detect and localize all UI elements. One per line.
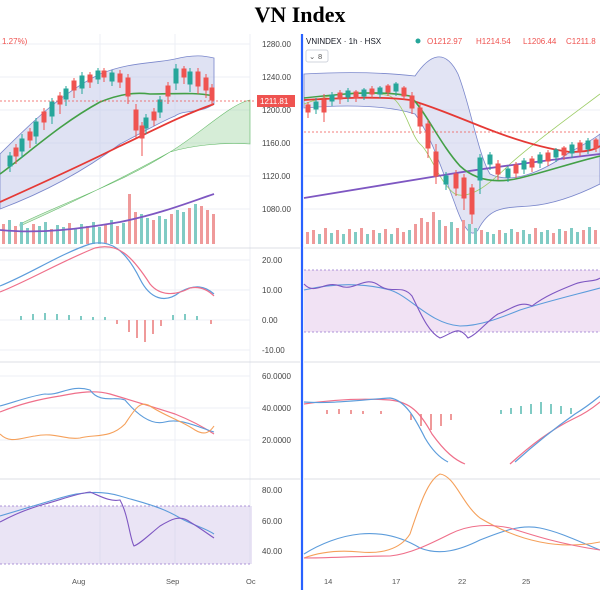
svg-text:40.0000: 40.0000 xyxy=(262,404,291,413)
svg-text:1160.00: 1160.00 xyxy=(262,139,291,148)
right-ohlc-open: O1212.97 xyxy=(427,37,463,46)
left-ma-purple xyxy=(0,193,215,233)
svg-text:1200.00: 1200.00 xyxy=(262,106,291,115)
left-indicator-macd[interactable]: 20.00 10.00 0.00 -10.00 xyxy=(0,242,285,355)
svg-text:80.00: 80.00 xyxy=(262,486,283,495)
left-volume-bars xyxy=(2,194,215,244)
svg-text:17: 17 xyxy=(392,577,400,586)
left-price-label: 1211.81 xyxy=(260,97,289,106)
left-macd-histogram xyxy=(20,313,212,342)
left-ma-green xyxy=(0,92,215,175)
svg-text:25: 25 xyxy=(522,577,530,586)
svg-text:22: 22 xyxy=(458,577,466,586)
live-dot-icon xyxy=(415,38,421,44)
right-main-pane[interactable]: VNINDEX · 1h · HSX O1212.97 H1214.54 L12… xyxy=(303,37,600,244)
right-ohlc-high: H1214.54 xyxy=(476,37,511,46)
svg-text:Oc: Oc xyxy=(246,577,256,586)
svg-text:Sep: Sep xyxy=(166,577,179,586)
svg-text:60.0000: 60.0000 xyxy=(262,372,291,381)
svg-text:60.00: 60.00 xyxy=(262,517,283,526)
right-symbol: VNINDEX · 1h · HSX xyxy=(306,37,382,46)
right-ohlc-close: C1211.8 xyxy=(566,37,596,46)
right-bollinger-band xyxy=(303,56,600,234)
svg-text:10.00: 10.00 xyxy=(262,286,283,295)
right-indicator-macd[interactable] xyxy=(303,395,600,465)
right-volume-bars xyxy=(306,212,597,244)
svg-text:1080.00: 1080.00 xyxy=(262,205,291,214)
left-change-pct: 1.27%) xyxy=(2,37,28,46)
svg-text:Aug: Aug xyxy=(72,577,85,586)
right-candles xyxy=(305,82,599,224)
chevron-down-icon: ⌄ xyxy=(309,52,315,61)
left-x-axis: Aug Sep Oc xyxy=(72,577,256,586)
svg-text:14: 14 xyxy=(324,577,332,586)
charts-canvas[interactable]: 1.27%) 1280.00 1240.00 1200.00 1160.00 1… xyxy=(0,34,600,600)
indicators-toggle-button[interactable]: ⌄ 8 xyxy=(305,49,329,63)
right-ohlc-low: L1206.44 xyxy=(523,37,557,46)
left-main-pane[interactable]: 1.27%) 1280.00 1240.00 1200.00 1160.00 1… xyxy=(0,34,295,564)
left-y-axis: 1280.00 1240.00 1200.00 1160.00 1120.00 … xyxy=(262,40,291,214)
right-indicator-3[interactable] xyxy=(303,473,600,559)
left-indicator-2[interactable]: 60.0000 40.0000 20.0000 xyxy=(0,372,291,445)
svg-text:0.00: 0.00 xyxy=(262,316,278,325)
right-x-axis: 14 17 22 25 xyxy=(324,577,530,586)
left-indicator-rsi[interactable]: 80.00 60.00 40.00 xyxy=(0,486,283,565)
left-candles xyxy=(7,64,215,172)
right-indicator-rsi[interactable] xyxy=(303,269,600,339)
svg-text:40.00: 40.00 xyxy=(262,547,283,556)
right-macd-histogram xyxy=(326,402,572,430)
chart-title: VN Index xyxy=(254,2,346,27)
left-price-badge xyxy=(257,95,295,107)
svg-text:20.00: 20.00 xyxy=(262,256,283,265)
left-cloud xyxy=(19,99,251,227)
svg-text:1240.00: 1240.00 xyxy=(262,73,291,82)
svg-text:-10.00: -10.00 xyxy=(262,346,285,355)
svg-text:1120.00: 1120.00 xyxy=(262,172,291,181)
svg-text:20.0000: 20.0000 xyxy=(262,436,291,445)
left-ma-red xyxy=(0,103,215,203)
svg-text:8: 8 xyxy=(318,52,322,61)
svg-text:1280.00: 1280.00 xyxy=(262,40,291,49)
